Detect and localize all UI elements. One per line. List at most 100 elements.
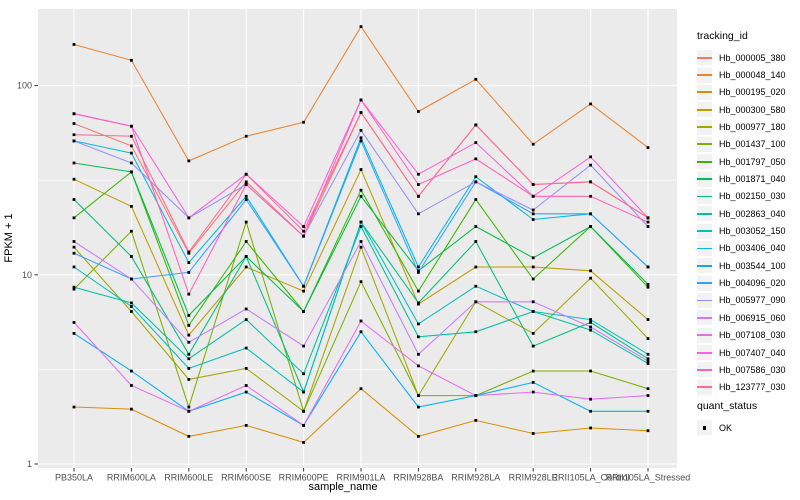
- legend-line-icon: [697, 299, 712, 302]
- data-point: [646, 337, 650, 341]
- data-point: [531, 194, 535, 198]
- legend-line-icon: [697, 316, 712, 319]
- legend-line-icon: [697, 282, 712, 285]
- data-point: [72, 265, 76, 269]
- legend-title: tracking_id: [697, 30, 748, 42]
- data-point: [589, 194, 592, 198]
- data-point: [589, 397, 592, 401]
- data-point: [187, 367, 191, 370]
- data-point: [302, 409, 305, 413]
- legend-line-icon: [697, 143, 712, 146]
- data-point: [72, 139, 76, 143]
- data-point: [531, 310, 535, 313]
- data-point: [72, 43, 76, 46]
- data-point: [417, 265, 420, 269]
- legend-key-swatch: [697, 327, 712, 343]
- data-point: [474, 225, 478, 228]
- data-point: [531, 256, 535, 260]
- data-point: [531, 344, 535, 348]
- data-point: [244, 194, 248, 198]
- data-point: [474, 175, 478, 179]
- legend-line-icon: [697, 126, 712, 129]
- legend-key-swatch: [697, 258, 712, 274]
- legend-item: Hb_001871_040: [697, 170, 786, 187]
- legend-key-swatch: [697, 102, 712, 118]
- data-point: [417, 322, 420, 326]
- legend-key-swatch: [697, 345, 712, 361]
- data-point: [72, 285, 76, 289]
- data-point: [531, 212, 535, 216]
- legend-item-label: Hb_002863_040: [719, 208, 786, 219]
- data-point: [187, 434, 191, 438]
- data-point: [359, 128, 363, 132]
- legend-item-label: Hb_002150_030: [719, 191, 786, 202]
- legend-key-swatch: [697, 275, 712, 291]
- data-point: [187, 409, 191, 413]
- data-point: [417, 335, 420, 339]
- data-point: [130, 301, 133, 305]
- data-point: [589, 321, 592, 324]
- legend-item-label: Hb_004096_020: [719, 278, 786, 289]
- legend-key-swatch: [697, 119, 712, 135]
- legend-item: Hb_123777_030: [697, 379, 786, 396]
- data-point: [531, 277, 535, 281]
- data-point: [72, 133, 76, 137]
- legend-line-icon: [697, 264, 712, 267]
- data-point: [302, 441, 305, 444]
- data-point: [244, 384, 248, 387]
- x-axis-title: sample_name: [308, 481, 378, 493]
- data-point: [302, 234, 305, 238]
- legend-key-swatch: [697, 136, 712, 152]
- data-point: [417, 394, 420, 397]
- data-point: [244, 423, 248, 427]
- data-point: [359, 188, 363, 192]
- data-point: [646, 362, 650, 365]
- data-point: [531, 208, 535, 212]
- data-point: [72, 332, 76, 335]
- data-point: [244, 367, 248, 370]
- data-point: [302, 284, 305, 288]
- data-point: [187, 333, 191, 337]
- legend-item-label: Hb_007108_030: [719, 330, 786, 341]
- data-point: [359, 220, 363, 224]
- legend-item: OK: [697, 419, 757, 436]
- x-tick-label: RRII105LA_Stressed: [606, 473, 691, 483]
- data-point: [474, 141, 478, 144]
- data-point: [72, 216, 76, 220]
- legend-quant-status: quant_status OK: [697, 400, 757, 436]
- data-point: [130, 161, 133, 165]
- data-point: [187, 216, 191, 220]
- data-point: [646, 318, 650, 321]
- legend-line-icon: [697, 195, 712, 198]
- legend-key-swatch: [697, 206, 712, 222]
- x-tick-label: RRIM901LA: [336, 473, 385, 483]
- data-point: [187, 250, 191, 254]
- data-point: [589, 163, 592, 167]
- data-point: [417, 110, 420, 113]
- data-point: [417, 172, 420, 176]
- data-point: [531, 432, 535, 435]
- data-point: [302, 120, 305, 124]
- y-tick-label: 10: [22, 270, 32, 280]
- data-point: [302, 310, 305, 313]
- x-tick-label: RRIM928BA: [393, 473, 443, 483]
- data-point: [646, 265, 650, 269]
- data-point: [72, 321, 76, 324]
- data-point: [130, 407, 133, 411]
- y-tick-label: 100: [17, 81, 32, 91]
- data-point: [359, 98, 363, 102]
- data-point: [589, 269, 592, 273]
- data-point: [417, 434, 420, 438]
- legend-title: quant_status: [697, 400, 758, 412]
- data-point: [474, 157, 478, 161]
- data-point: [244, 307, 248, 311]
- x-tick-label: RRIM928LE: [509, 473, 558, 483]
- legend-item: Hb_007586_030: [697, 361, 786, 378]
- legend-key-swatch: [697, 50, 712, 66]
- data-point: [187, 377, 191, 381]
- data-point: [417, 270, 420, 274]
- data-point: [646, 429, 650, 433]
- data-point: [646, 409, 650, 413]
- legend-item: Hb_003406_040: [697, 240, 786, 257]
